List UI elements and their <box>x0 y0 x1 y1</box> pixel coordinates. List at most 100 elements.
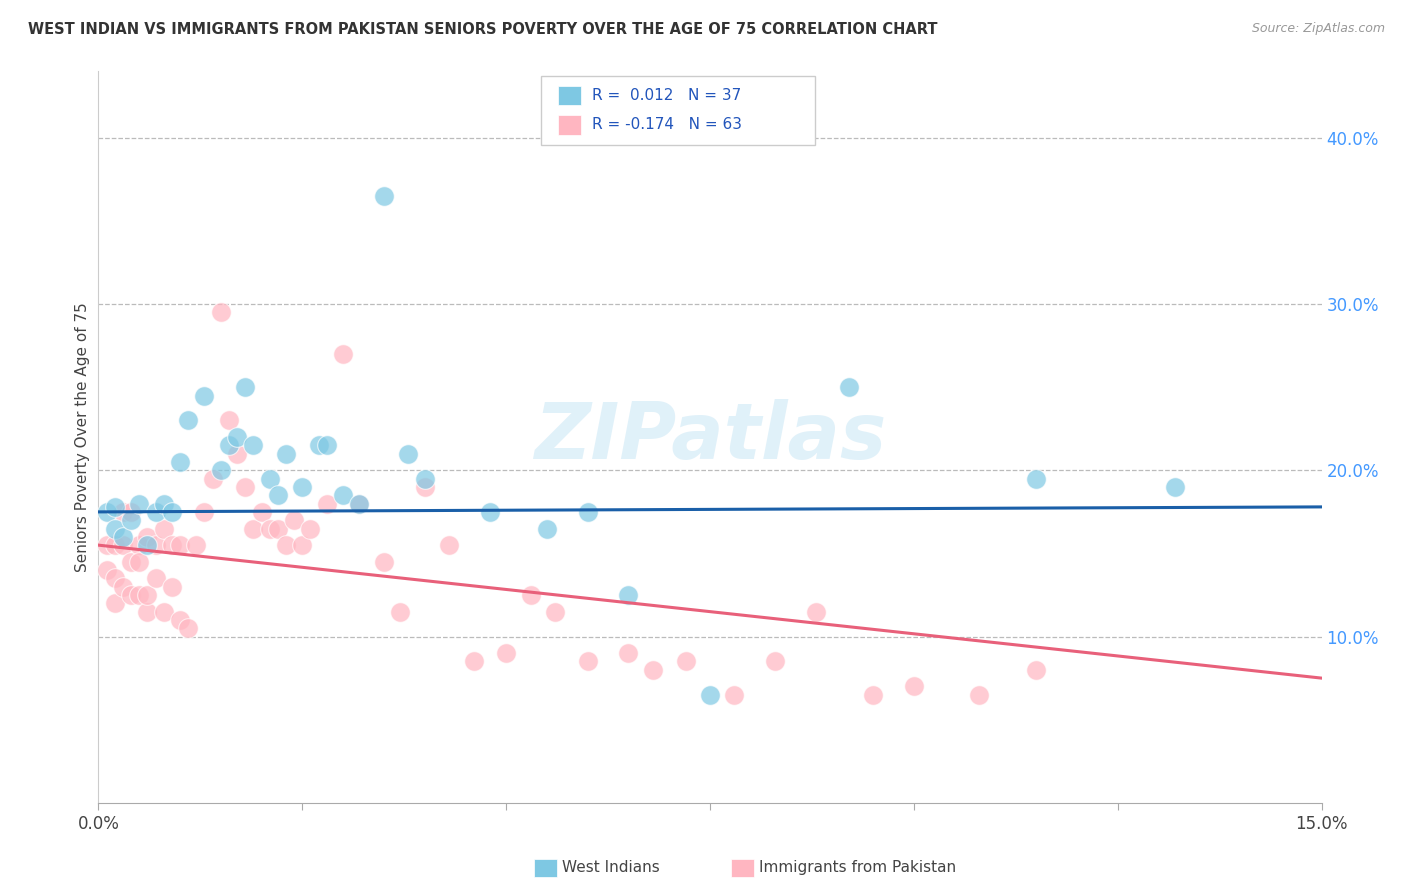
Point <box>308 438 330 452</box>
Point <box>96 538 118 552</box>
Point <box>723 688 745 702</box>
Point <box>463 655 485 669</box>
Point <box>104 571 127 585</box>
Point <box>177 621 200 635</box>
Point <box>617 646 640 660</box>
Point <box>259 472 281 486</box>
Point <box>259 521 281 535</box>
Point <box>675 655 697 669</box>
Point <box>104 500 127 514</box>
Point <box>136 538 159 552</box>
Point <box>373 555 395 569</box>
Point <box>862 688 884 702</box>
Point <box>349 497 371 511</box>
Point <box>177 413 200 427</box>
Text: R =  0.012   N = 37: R = 0.012 N = 37 <box>592 88 741 103</box>
Text: R = -0.174   N = 63: R = -0.174 N = 63 <box>592 118 742 132</box>
Point <box>169 613 191 627</box>
Point <box>1025 472 1047 486</box>
Point <box>544 605 567 619</box>
Point <box>233 480 256 494</box>
Point <box>120 513 142 527</box>
Point <box>267 488 290 502</box>
Point <box>838 380 860 394</box>
Point <box>576 505 599 519</box>
Point <box>193 505 215 519</box>
Point <box>209 463 232 477</box>
Point <box>111 580 134 594</box>
Point <box>495 646 517 660</box>
Text: West Indians: West Indians <box>562 861 661 875</box>
Point <box>186 538 208 552</box>
Point <box>763 655 786 669</box>
Point <box>136 605 159 619</box>
Point <box>128 497 150 511</box>
Point <box>128 588 150 602</box>
Point <box>373 189 395 203</box>
Point <box>226 447 249 461</box>
Point <box>169 455 191 469</box>
Point <box>111 538 134 552</box>
Point <box>396 447 419 461</box>
Text: ZIPatlas: ZIPatlas <box>534 399 886 475</box>
Point <box>111 530 134 544</box>
Point <box>519 588 541 602</box>
Y-axis label: Seniors Poverty Over the Age of 75: Seniors Poverty Over the Age of 75 <box>75 302 90 572</box>
Point <box>1164 480 1187 494</box>
Point <box>120 588 142 602</box>
Point <box>641 663 664 677</box>
Point <box>136 588 159 602</box>
Text: WEST INDIAN VS IMMIGRANTS FROM PAKISTAN SENIORS POVERTY OVER THE AGE OF 75 CORRE: WEST INDIAN VS IMMIGRANTS FROM PAKISTAN … <box>28 22 938 37</box>
Point <box>478 505 501 519</box>
Point <box>160 580 183 594</box>
Point <box>291 480 314 494</box>
Point <box>104 521 127 535</box>
Point <box>576 655 599 669</box>
Point <box>145 505 167 519</box>
Point <box>152 605 174 619</box>
Point <box>120 555 142 569</box>
Point <box>201 472 224 486</box>
Point <box>160 538 183 552</box>
Point <box>209 305 232 319</box>
Point <box>315 438 337 452</box>
Point <box>218 438 240 452</box>
Point <box>104 538 127 552</box>
Point <box>437 538 460 552</box>
Point <box>283 513 305 527</box>
Point <box>233 380 256 394</box>
Point <box>96 505 118 519</box>
Point <box>104 596 127 610</box>
Point <box>274 538 297 552</box>
Point <box>332 347 354 361</box>
Point <box>349 497 371 511</box>
Point <box>226 430 249 444</box>
Point <box>152 521 174 535</box>
Point <box>903 680 925 694</box>
Point <box>242 521 264 535</box>
Point <box>160 505 183 519</box>
Point <box>413 472 436 486</box>
Point <box>128 555 150 569</box>
Point <box>315 497 337 511</box>
Text: Source: ZipAtlas.com: Source: ZipAtlas.com <box>1251 22 1385 36</box>
Point <box>274 447 297 461</box>
Point <box>967 688 990 702</box>
Point <box>617 588 640 602</box>
Point <box>193 388 215 402</box>
Point <box>267 521 290 535</box>
Point <box>96 563 118 577</box>
Point <box>536 521 558 535</box>
Point <box>332 488 354 502</box>
Point <box>218 413 240 427</box>
Point <box>120 505 142 519</box>
Point <box>299 521 322 535</box>
Point <box>169 538 191 552</box>
Text: Immigrants from Pakistan: Immigrants from Pakistan <box>759 861 956 875</box>
Point <box>152 497 174 511</box>
Point <box>145 571 167 585</box>
Point <box>136 530 159 544</box>
Point <box>291 538 314 552</box>
Point <box>128 538 150 552</box>
Point <box>145 538 167 552</box>
